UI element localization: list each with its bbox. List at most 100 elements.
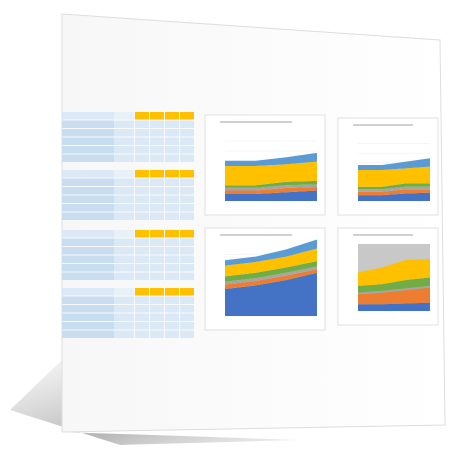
table-cell: [150, 230, 164, 238]
area: [225, 184, 317, 191]
table-row-label: [62, 170, 114, 178]
table-cell: [114, 238, 134, 246]
area: [358, 189, 430, 196]
table-cell: [180, 137, 194, 145]
sheet: [61, 13, 446, 433]
table-cell: [165, 255, 179, 263]
area: [225, 266, 317, 285]
table-cell: [114, 212, 134, 220]
table-cell: [114, 170, 134, 178]
table-cell: [114, 204, 134, 212]
table-cell: [135, 272, 149, 280]
table-cell: [135, 238, 149, 246]
area: [225, 269, 317, 289]
table-cell: [150, 272, 164, 280]
table-cell: [150, 322, 164, 330]
table-cell: [180, 187, 194, 195]
table-row-label: [62, 154, 114, 162]
table-cell: [114, 288, 134, 296]
table-cell: [165, 146, 179, 154]
table-cell: [150, 204, 164, 212]
area: [358, 259, 430, 286]
area: [358, 186, 430, 192]
table-cell: [150, 247, 164, 255]
area: [358, 287, 430, 305]
table-cell: [165, 195, 179, 203]
table-cell: [114, 305, 134, 313]
table-cell: [114, 230, 134, 238]
table-cell: [150, 296, 164, 304]
table-cell: [165, 288, 179, 296]
table-cell: [180, 154, 194, 162]
table-cell: [135, 264, 149, 272]
table-cell: [150, 154, 164, 162]
area: [225, 248, 317, 277]
table-cell: [165, 264, 179, 272]
area: [225, 161, 317, 186]
table-cell: [165, 238, 179, 246]
table-cell: [150, 137, 164, 145]
table-cell: [114, 255, 134, 263]
area: [225, 180, 317, 188]
table-row-label: [62, 247, 114, 255]
table-cell: [150, 305, 164, 313]
table-cell: [135, 255, 149, 263]
table-cell: [180, 247, 194, 255]
table-cell: [150, 120, 164, 128]
table-row-label: [62, 178, 114, 186]
table-cell: [180, 146, 194, 154]
table-cell: [165, 187, 179, 195]
table-cell: [135, 296, 149, 304]
table-row-label: [62, 195, 114, 203]
table-cell: [135, 146, 149, 154]
table-cell: [135, 154, 149, 162]
table-cell: [114, 296, 134, 304]
table-cell: [150, 178, 164, 186]
area: [225, 152, 317, 166]
area: [225, 272, 317, 316]
area: [358, 277, 430, 293]
area: [358, 285, 430, 295]
table-cell: [165, 137, 179, 145]
table-cell: [135, 330, 149, 338]
area: [358, 302, 430, 311]
table-row-label: [62, 272, 114, 280]
table-cell: [165, 154, 179, 162]
table-cell: [165, 230, 179, 238]
area: [225, 187, 317, 194]
table-cell: [150, 330, 164, 338]
table-row-label: [62, 313, 114, 321]
table-cell: [165, 330, 179, 338]
table-cell: [165, 112, 179, 120]
legend: [353, 234, 413, 236]
table-cell: [114, 247, 134, 255]
table-cell: [165, 322, 179, 330]
sheet-content: [62, 112, 439, 338]
table-cell: [135, 120, 149, 128]
table-row-label: [62, 187, 114, 195]
table-cell: [180, 212, 194, 220]
table-cell: [135, 313, 149, 321]
table-row-label: [62, 212, 114, 220]
table-cell: [180, 129, 194, 137]
table-cell: [135, 247, 149, 255]
legend: [220, 121, 292, 123]
table-cell: [180, 313, 194, 321]
table-cell: [180, 255, 194, 263]
table-cell: [114, 313, 134, 321]
table-cell: [135, 230, 149, 238]
table-cell: [135, 322, 149, 330]
table-row-label: [62, 238, 114, 246]
table-cell: [180, 238, 194, 246]
table-cell: [135, 195, 149, 203]
table-cell: [165, 305, 179, 313]
area: [358, 183, 430, 190]
table-cell: [180, 120, 194, 128]
table-cell: [135, 112, 149, 120]
table-cell: [180, 305, 194, 313]
table-cell: [114, 195, 134, 203]
table-cell: [114, 322, 134, 330]
table-cell: [180, 170, 194, 178]
legend: [353, 124, 413, 126]
